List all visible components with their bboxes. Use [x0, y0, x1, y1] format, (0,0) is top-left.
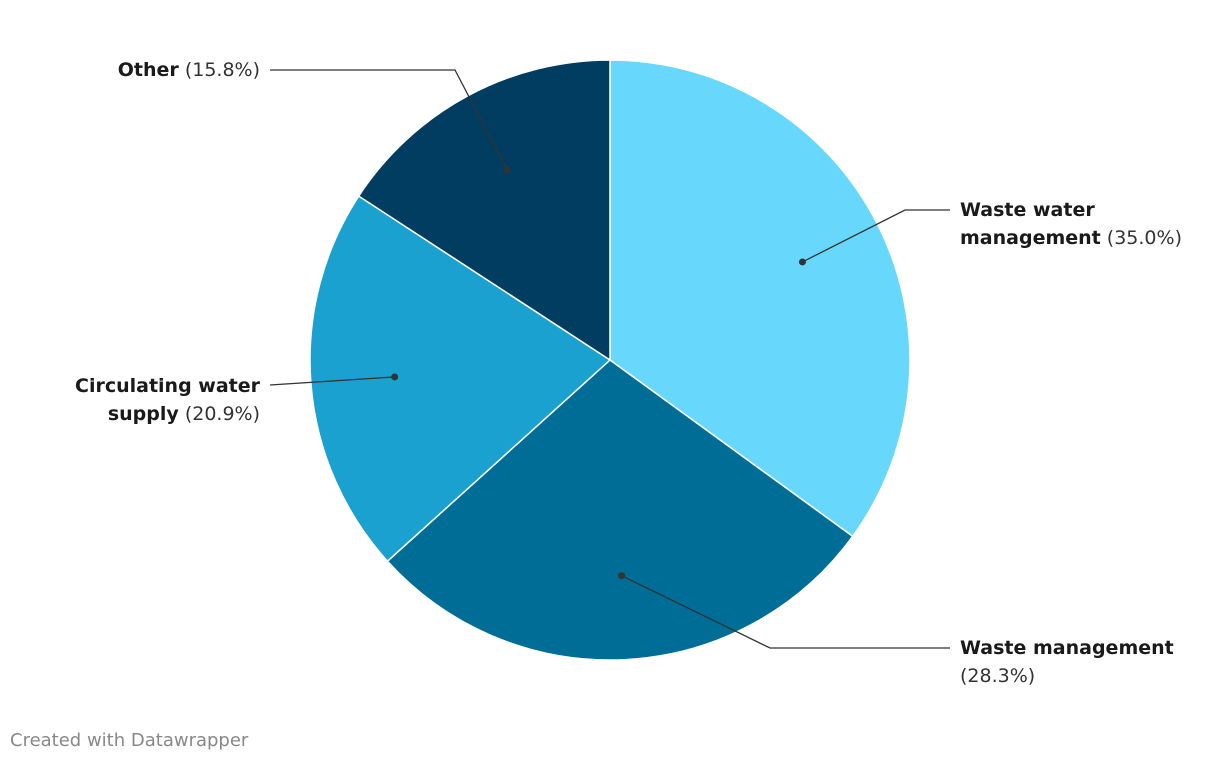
- leader-line: [269, 376, 395, 386]
- leader-line: [621, 575, 950, 649]
- slice-label: Other (15.8%): [60, 56, 260, 84]
- leader-dot: [618, 572, 626, 580]
- value-label: (15.8%): [184, 59, 260, 81]
- value-label: (20.9%): [184, 403, 260, 425]
- pie-slice: [357, 59, 611, 362]
- category-name: Other: [117, 59, 179, 81]
- value-label: (28.3%): [960, 665, 1036, 687]
- value-label: (35.0%): [1106, 227, 1182, 249]
- category-name: Waste water management: [960, 199, 1101, 249]
- slice-label: Waste water management (35.0%): [960, 196, 1200, 252]
- leader-dot: [798, 258, 806, 266]
- pie-slice: [309, 195, 612, 563]
- leader-dot: [391, 373, 399, 381]
- category-name: Circulating water supply: [75, 375, 260, 425]
- slice-label: Circulating water supply (20.9%): [60, 372, 260, 428]
- category-name: Waste management: [960, 637, 1174, 659]
- leader-dot: [503, 166, 511, 174]
- pie-slice: [386, 359, 854, 661]
- leader-line: [802, 209, 950, 263]
- leader-line: [270, 69, 508, 171]
- slice-label: Waste management (28.3%): [960, 634, 1190, 690]
- credit: Created with Datawrapper: [10, 730, 249, 751]
